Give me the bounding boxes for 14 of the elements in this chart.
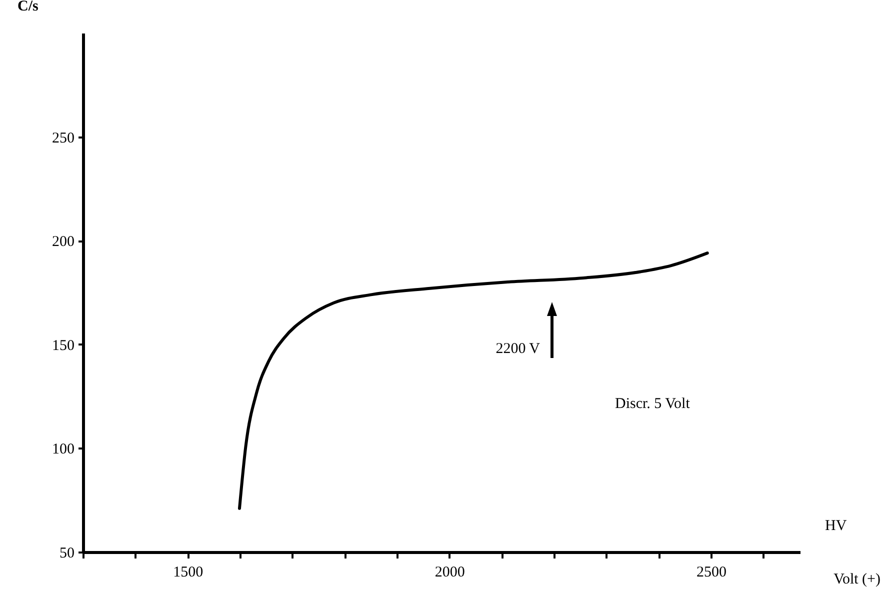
y-tick-label: 250 xyxy=(52,130,74,146)
y-tick-label: 200 xyxy=(52,234,74,250)
text: HV xyxy=(825,518,847,534)
x-tick-label: 2000 xyxy=(434,564,465,580)
y-tick-label: 100 xyxy=(52,442,74,458)
x-tick-label: 2500 xyxy=(696,564,727,580)
annotation: 2200 V xyxy=(496,341,540,357)
x-axis-title: Volt (+) xyxy=(834,572,880,588)
annotation: Discr. 5 Volt xyxy=(615,396,691,412)
line-series xyxy=(238,252,709,510)
y-axis-title: C/s xyxy=(18,0,38,14)
y-tick-label: 150 xyxy=(52,338,74,354)
x-tick-label: 1500 xyxy=(173,564,204,580)
y-tick-label: 50 xyxy=(60,546,74,562)
